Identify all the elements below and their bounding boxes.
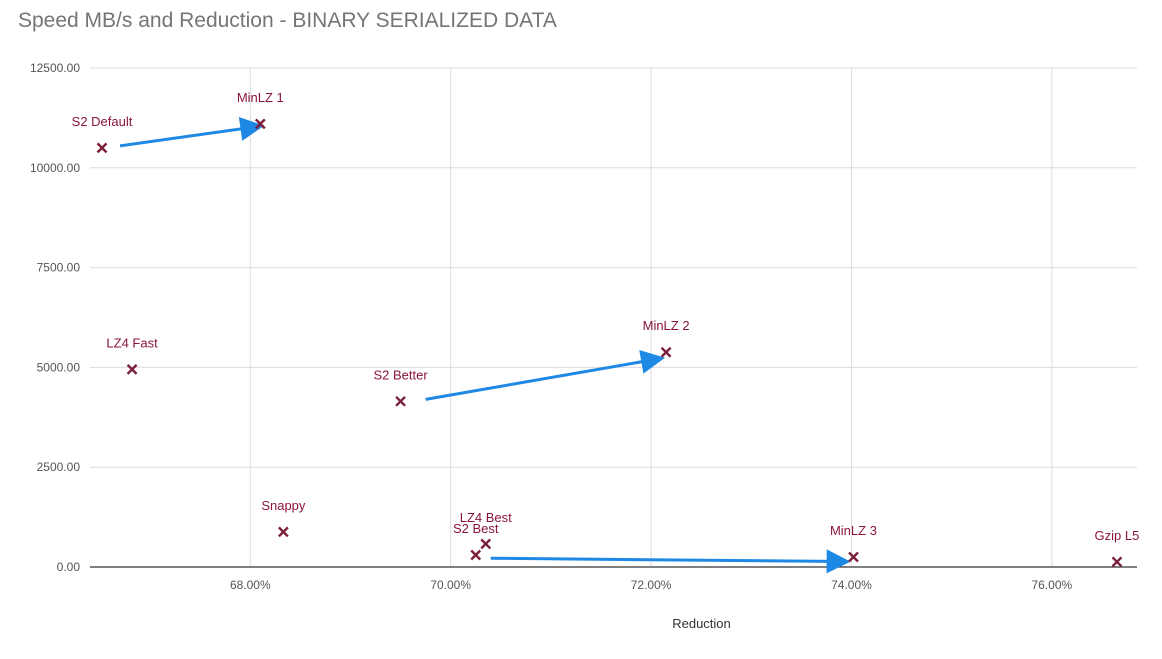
y-tick-label: 12500.00: [30, 61, 80, 75]
y-tick-label: 5000.00: [37, 360, 81, 374]
data-point-lz4-best: [480, 538, 492, 550]
data-label-s2-better: S2 Better: [373, 367, 428, 382]
data-point-lz4-fast: [126, 364, 138, 375]
x-axis-label: Reduction: [672, 616, 731, 631]
data-label-s2-best: S2 Best: [453, 521, 499, 536]
data-label-minlz-3: MinLZ 3: [830, 523, 877, 538]
y-tick-label: 2500.00: [37, 460, 81, 474]
annotation-arrow-2: [425, 350, 665, 401]
x-tick-label: 70.00%: [430, 578, 471, 592]
data-point-gzip-l5: [1111, 556, 1123, 568]
y-tick-label: 7500.00: [37, 261, 81, 275]
data-label-s2-default: S2 Default: [72, 114, 133, 129]
y-tick-label: 10000.00: [30, 161, 80, 175]
data-point-minlz-2: [660, 346, 672, 358]
data-label-lz4-best: LZ4 Best: [460, 510, 512, 525]
x-tick-label: 74.00%: [831, 578, 872, 592]
y-tick-label: 0.00: [57, 560, 81, 574]
data-label-lz4-fast: LZ4 Fast: [106, 335, 158, 350]
annotation-arrow-3: [490, 549, 851, 574]
data-label-snappy: Snappy: [261, 498, 306, 513]
data-point-minlz-3: [848, 551, 859, 563]
x-tick-label: 68.00%: [230, 578, 271, 592]
x-tick-label: 76.00%: [1031, 578, 1072, 592]
data-point-s2-default: [96, 142, 108, 154]
x-tick-label: 72.00%: [631, 578, 672, 592]
data-point-minlz-1: [254, 118, 266, 130]
chart-title: Speed MB/s and Reduction - BINARY SERIAL…: [18, 9, 557, 32]
data-label-minlz-2: MinLZ 2: [643, 318, 690, 333]
data-point-s2-best: [470, 549, 482, 561]
data-point-s2-better: [395, 395, 406, 407]
data-point-snappy: [278, 526, 289, 538]
data-label-gzip-l5: Gzip L5: [1095, 528, 1140, 543]
annotation-arrow-1: [119, 117, 265, 148]
data-label-minlz-1: MinLZ 1: [237, 90, 284, 105]
